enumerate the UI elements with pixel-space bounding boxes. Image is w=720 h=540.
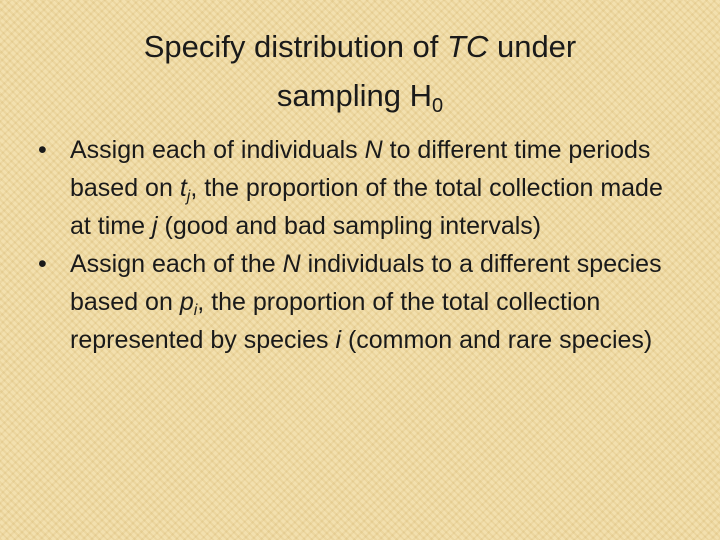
slide-title: Specify distribution of TC under sampling… (60, 22, 660, 120)
title-text: under (488, 29, 577, 64)
italic: N (364, 136, 383, 164)
subscript: i (194, 302, 198, 319)
subscript: j (187, 188, 191, 205)
italic: j (186, 188, 191, 205)
italic: i (193, 302, 198, 319)
text: , the proportion of the total collection… (70, 174, 663, 240)
text: (common and rare species) (341, 326, 653, 354)
text: individuals to a different species based… (70, 250, 662, 316)
text: (good and bad sampling intervals) (157, 212, 542, 240)
bullet-list: Assign each of individuals N to differen… (36, 131, 686, 359)
text: Assign each of the (70, 250, 283, 278)
italic: N (282, 250, 301, 278)
title-text: sampling H (276, 78, 432, 113)
text: Assign each of individuals (70, 136, 365, 164)
text: , the proportion of the total collection… (70, 288, 601, 354)
bullet: Assign each of the N individuals to a di… (36, 245, 686, 359)
italic: p (179, 288, 194, 316)
title-italic: TC (447, 29, 489, 64)
bullet: Assign each of individuals N to differen… (36, 131, 686, 245)
text: to different time periods based on (70, 136, 651, 202)
title-text: Specify distribution of (143, 29, 448, 64)
italic: j (151, 212, 158, 240)
italic: i (335, 326, 341, 354)
title-subscript: 0 (431, 95, 444, 117)
italic: t (179, 174, 187, 202)
